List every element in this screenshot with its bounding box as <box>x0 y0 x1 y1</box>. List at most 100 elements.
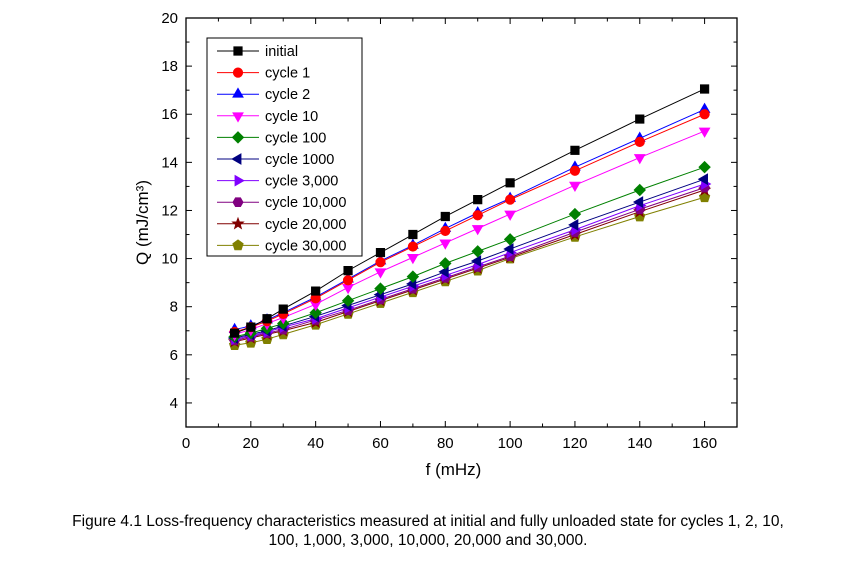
data-point <box>440 225 451 237</box>
legend-entry: cycle 20,000 <box>217 216 346 233</box>
legend-entry: cycle 100 <box>217 130 326 146</box>
loss-frequency-chart: 0 20 40 60 80 100 120 140 160 4 6 8 10 12 14 16 18 20 f (m… <box>133 10 738 479</box>
y-axis-label: Q (mJ/cm³) <box>133 180 152 265</box>
legend-marker <box>232 239 244 251</box>
data-point <box>309 306 322 319</box>
data-point <box>697 173 708 186</box>
caption-line-2: 100, 1,000, 3,000, 10,000, 20,000 and 30… <box>268 532 588 549</box>
data-point <box>569 165 581 176</box>
legend-label: initial <box>265 44 298 60</box>
data-point <box>505 178 515 188</box>
data-point <box>699 109 710 120</box>
legend-label: cycle 10,000 <box>265 195 346 211</box>
data-point <box>698 191 711 203</box>
data-point <box>632 196 644 208</box>
series-initial <box>230 84 710 338</box>
y-tick-label: 12 <box>161 202 178 219</box>
data-point <box>568 207 582 221</box>
legend-marker <box>232 197 244 207</box>
y-tick-label: 16 <box>161 106 178 123</box>
legend-label: cycle 3,000 <box>265 174 338 190</box>
data-point <box>568 219 579 231</box>
x-tick-label: 120 <box>562 435 587 452</box>
data-point <box>504 210 517 221</box>
data-point <box>375 247 386 258</box>
legend-entry: cycle 10 <box>217 109 318 125</box>
data-point <box>375 257 386 268</box>
data-point <box>439 257 452 270</box>
legend-marker <box>232 67 244 78</box>
legend-label: cycle 20,000 <box>265 217 346 233</box>
legend-entry: initial <box>217 44 298 60</box>
legend-entry: cycle 1000 <box>217 152 334 168</box>
data-point <box>503 233 517 246</box>
data-point <box>471 245 484 258</box>
data-point <box>698 127 711 138</box>
y-tick-label: 6 <box>170 347 178 364</box>
y-tick-label: 4 <box>170 395 178 412</box>
legend-entry: cycle 30,000 <box>217 238 346 254</box>
data-point <box>699 84 710 94</box>
caption-line-1: Figure 4.1 Loss-frequency characteristic… <box>72 513 784 530</box>
x-tick-label: 140 <box>627 435 652 452</box>
legend-box <box>206 37 363 257</box>
data-point <box>472 210 483 221</box>
legend-entry: cycle 2 <box>217 87 310 103</box>
data-point <box>230 328 240 338</box>
legend-marker <box>231 216 245 230</box>
legend-marker <box>233 46 243 56</box>
plot-frame <box>185 17 738 428</box>
data-point <box>470 255 482 267</box>
x-tick-label: 160 <box>692 435 717 452</box>
data-point <box>342 275 354 286</box>
x-axis-label: f (mHz) <box>426 460 482 479</box>
legend-marker <box>234 174 245 187</box>
data-point <box>439 239 452 250</box>
data-point <box>246 322 256 332</box>
legend-marker <box>231 153 242 165</box>
series-cycle-100 <box>228 160 711 344</box>
data-point <box>374 282 387 295</box>
data-point <box>569 181 581 193</box>
legend-label: cycle 30,000 <box>265 238 346 254</box>
x-tick-label: 20 <box>242 435 259 452</box>
x-tick-label: 100 <box>498 435 523 452</box>
x-tick-label: 80 <box>437 435 454 452</box>
legend: initial cycle 1 cycle 2 cycle 10 cycle 100 cy… <box>206 37 363 257</box>
legend-marker <box>231 131 245 144</box>
data-point <box>341 294 355 307</box>
x-tick-label: 0 <box>182 435 190 452</box>
x-tick-label: 40 <box>307 435 324 452</box>
legend-label: cycle 1000 <box>265 152 334 168</box>
data-point <box>374 268 387 279</box>
data-point <box>406 253 419 265</box>
y-tick-label: 18 <box>161 58 178 75</box>
data-point <box>633 154 646 165</box>
figure-caption: Figure 4.1 Loss-frequency characteristic… <box>0 512 856 550</box>
legend-label: cycle 1 <box>265 66 310 82</box>
legend-entry: cycle 3,000 <box>217 174 338 190</box>
data-point <box>408 229 418 240</box>
data-point <box>343 266 353 276</box>
data-point <box>503 243 514 255</box>
data-point <box>278 304 288 314</box>
data-point <box>473 195 483 205</box>
data-point <box>440 211 450 222</box>
data-point <box>311 286 321 296</box>
legend-marker <box>232 112 244 123</box>
data-point <box>635 114 645 124</box>
y-tick-label: 20 <box>161 10 178 27</box>
legend-label: cycle 100 <box>265 130 326 146</box>
data-point <box>262 314 272 324</box>
y-tick-label: 10 <box>161 251 178 268</box>
data-point <box>438 265 449 278</box>
legend-entry: cycle 10,000 <box>217 195 346 211</box>
data-point <box>471 225 484 236</box>
data-point <box>570 145 580 155</box>
legend-label: cycle 2 <box>265 87 310 103</box>
data-point <box>505 194 516 205</box>
data-point <box>406 270 420 283</box>
data-point <box>633 183 646 197</box>
legend-label: cycle 10 <box>265 109 318 125</box>
legend-marker <box>232 87 244 98</box>
